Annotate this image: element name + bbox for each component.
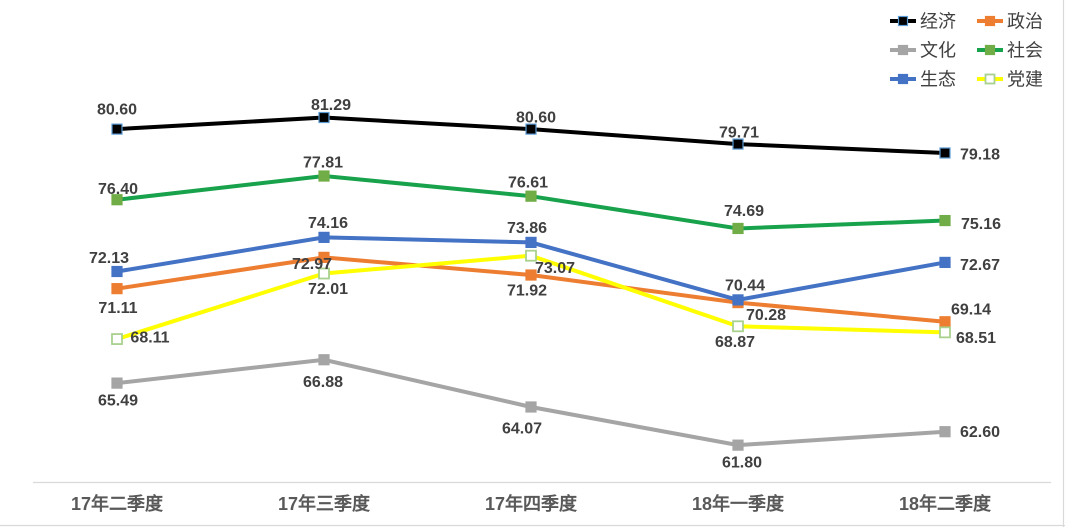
data-label-society-0: 76.40 [98, 181, 138, 198]
x-tick-label-1: 17年三季度 [278, 493, 371, 514]
data-label-party-building-2: 73.07 [535, 260, 575, 277]
data-label-economy-3: 79.71 [719, 125, 759, 142]
marker-society-2 [525, 190, 537, 202]
marker-society-4 [939, 214, 951, 227]
marker-party-building-0 [111, 333, 123, 345]
marker-party-building-2 [525, 249, 537, 262]
legend-label-culture: 文化 [920, 41, 956, 61]
data-label-economy-2: 80.60 [516, 110, 556, 127]
legend-item-politics: 政治 [977, 12, 1043, 32]
data-label-society-3: 74.69 [724, 203, 764, 220]
legend-swatch-party-building [984, 73, 996, 85]
marker-culture-3 [732, 439, 744, 451]
marker-party-building-3 [732, 320, 744, 333]
marker-politics-4 [939, 316, 951, 328]
marker-economy-0 [111, 123, 123, 135]
legend-label-economy: 经济 [920, 12, 956, 32]
data-label-society-1: 77.81 [303, 155, 343, 172]
legend-item-society: 社会 [977, 41, 1043, 61]
data-label-party-building-4: 68.51 [956, 330, 996, 347]
legend-label-ecology: 生态 [920, 70, 956, 90]
data-label-ecology-3: 70.44 [725, 277, 765, 294]
legend-swatch-economy [897, 15, 909, 27]
marker-culture-2 [525, 401, 537, 413]
data-label-ecology-1: 74.16 [308, 215, 348, 232]
marker-ecology-3 [732, 294, 744, 306]
marker-economy-2 [525, 123, 537, 135]
legend-label-politics: 政治 [1007, 12, 1043, 32]
data-label-politics-3: 70.28 [746, 307, 786, 324]
marker-party-building-4 [939, 326, 951, 339]
data-label-culture-2: 64.07 [502, 420, 542, 437]
legend-label-society: 社会 [1007, 41, 1043, 61]
data-label-society-4: 75.16 [961, 216, 1001, 233]
data-label-economy-4: 79.18 [960, 146, 1000, 163]
legend-item-party-building: 党建 [977, 70, 1043, 90]
marker-politics-0 [111, 283, 123, 295]
legend-swatch-ecology [897, 73, 909, 85]
data-label-politics-0: 71.11 [98, 300, 137, 317]
marker-society-0 [111, 194, 123, 206]
marker-culture-1 [318, 354, 330, 366]
marker-economy-3 [732, 138, 744, 150]
x-tick-label-2: 17年四季度 [485, 493, 578, 514]
marker-ecology-4 [939, 256, 951, 269]
marker-culture-4 [939, 426, 951, 438]
data-label-ecology-2: 73.86 [507, 220, 547, 237]
data-label-culture-0: 65.49 [98, 393, 138, 410]
x-tick-label-3: 18年一季度 [692, 493, 785, 514]
marker-economy-1 [318, 111, 330, 124]
data-label-economy-1: 81.29 [311, 97, 351, 114]
marker-politics-1 [318, 251, 330, 263]
marker-ecology-2 [525, 236, 537, 249]
data-label-party-building-3: 68.87 [715, 334, 755, 351]
legend-item-culture: 文化 [890, 41, 956, 61]
data-label-culture-4: 62.60 [960, 424, 1000, 441]
marker-ecology-0 [111, 265, 123, 278]
legend-swatch-society [984, 44, 996, 56]
x-tick-label-4: 18年二季度 [899, 493, 992, 514]
data-label-politics-2: 71.92 [507, 283, 547, 300]
data-label-culture-1: 66.88 [303, 374, 343, 391]
legend-item-economy: 经济 [890, 12, 956, 32]
data-label-party-building-1: 72.01 [308, 281, 348, 298]
marker-society-3 [732, 222, 744, 235]
legend-label-party-building: 党建 [1007, 70, 1043, 90]
data-label-society-2: 76.61 [508, 175, 548, 192]
data-label-party-building-0: 68.11 [130, 330, 169, 347]
marker-ecology-1 [318, 231, 330, 243]
marker-politics-2 [525, 269, 537, 281]
data-label-ecology-4: 72.67 [960, 257, 1000, 274]
marker-society-1 [318, 170, 330, 182]
data-label-culture-3: 61.80 [722, 455, 762, 472]
data-label-politics-4: 69.14 [951, 301, 991, 318]
legend-swatch-politics [984, 15, 996, 27]
marker-economy-4 [939, 147, 951, 159]
marker-culture-0 [111, 377, 123, 389]
marker-party-building-1 [318, 267, 330, 280]
data-label-economy-0: 80.60 [97, 102, 137, 119]
data-label-ecology-0: 72.13 [89, 250, 129, 267]
x-tick-label-0: 17年二季度 [71, 493, 164, 514]
legend-item-ecology: 生态 [890, 70, 956, 90]
legend-swatch-culture [897, 44, 909, 56]
data-label-politics-1: 72.97 [292, 256, 332, 273]
